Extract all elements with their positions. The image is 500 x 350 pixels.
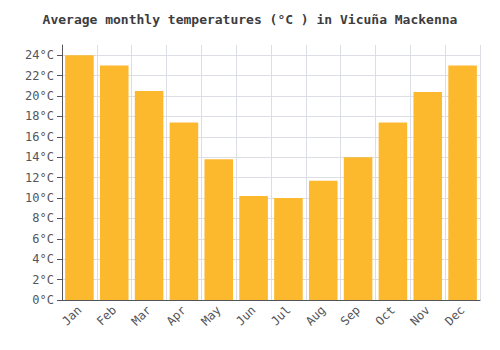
svg-text:Sep: Sep [338, 303, 363, 328]
svg-text:Jan: Jan [59, 303, 84, 328]
svg-text:Apr: Apr [164, 303, 189, 328]
svg-text:22°C: 22°C [25, 69, 54, 83]
svg-text:Jul: Jul [268, 303, 293, 328]
svg-text:Feb: Feb [94, 303, 119, 328]
svg-text:Oct: Oct [373, 303, 398, 328]
svg-text:Dec: Dec [442, 303, 467, 328]
svg-text:Average monthly temperatures (: Average monthly temperatures (°C ) in Vi… [43, 12, 458, 27]
svg-text:6°C: 6°C [32, 232, 54, 246]
svg-text:Nov: Nov [407, 303, 432, 328]
svg-text:24°C: 24°C [25, 48, 54, 62]
svg-text:0°C: 0°C [32, 293, 54, 307]
svg-text:16°C: 16°C [25, 130, 54, 144]
svg-text:10°C: 10°C [25, 191, 54, 205]
svg-text:14°C: 14°C [25, 150, 54, 164]
svg-text:Aug: Aug [303, 303, 328, 328]
svg-text:2°C: 2°C [32, 273, 54, 287]
svg-text:May: May [198, 303, 223, 328]
svg-text:18°C: 18°C [25, 109, 54, 123]
svg-text:8°C: 8°C [32, 211, 54, 225]
svg-text:12°C: 12°C [25, 171, 54, 185]
svg-text:20°C: 20°C [25, 89, 54, 103]
svg-text:4°C: 4°C [32, 252, 54, 266]
svg-text:Jun: Jun [233, 303, 258, 328]
svg-text:Mar: Mar [129, 303, 154, 328]
